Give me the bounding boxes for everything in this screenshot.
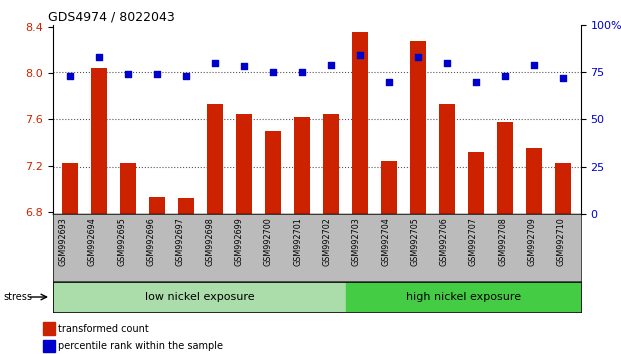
- Bar: [149, 197, 165, 214]
- Point: [442, 60, 452, 65]
- Point: [501, 73, 510, 79]
- Bar: [526, 148, 542, 214]
- Bar: [410, 41, 426, 214]
- Bar: [43, 340, 55, 352]
- Bar: [207, 104, 223, 214]
- Text: GSM992709: GSM992709: [528, 217, 537, 267]
- Bar: [43, 322, 55, 335]
- Bar: [468, 152, 484, 214]
- Point: [471, 79, 481, 84]
- Bar: [381, 161, 397, 214]
- Text: GSM992697: GSM992697: [176, 217, 185, 267]
- Bar: [53, 282, 346, 312]
- Point: [268, 69, 278, 75]
- Text: GSM992703: GSM992703: [351, 217, 361, 266]
- Point: [558, 75, 568, 81]
- Text: GSM992702: GSM992702: [322, 217, 332, 267]
- Point: [94, 54, 104, 60]
- Text: GSM992700: GSM992700: [264, 217, 273, 266]
- Text: GSM992708: GSM992708: [498, 217, 507, 266]
- Bar: [346, 282, 581, 312]
- Text: GSM992695: GSM992695: [117, 217, 126, 267]
- Text: GSM992704: GSM992704: [381, 217, 390, 266]
- Text: GSM992696: GSM992696: [147, 217, 155, 266]
- Text: high nickel exposure: high nickel exposure: [406, 292, 521, 302]
- Bar: [324, 114, 339, 214]
- Point: [123, 71, 133, 77]
- Point: [413, 54, 423, 60]
- Text: low nickel exposure: low nickel exposure: [145, 292, 254, 302]
- Text: GSM992710: GSM992710: [557, 217, 566, 266]
- Text: GSM992706: GSM992706: [440, 217, 448, 266]
- Point: [355, 52, 365, 58]
- Bar: [555, 163, 571, 214]
- Text: transformed count: transformed count: [58, 324, 149, 333]
- Text: GSM992701: GSM992701: [293, 217, 302, 266]
- Text: GSM992698: GSM992698: [205, 217, 214, 266]
- Point: [65, 73, 75, 79]
- Bar: [62, 163, 78, 214]
- Text: GDS4974 / 8022043: GDS4974 / 8022043: [47, 11, 175, 24]
- Bar: [120, 163, 136, 214]
- Text: GSM992707: GSM992707: [469, 217, 478, 267]
- Point: [211, 60, 220, 65]
- Bar: [236, 114, 252, 214]
- Text: GSM992693: GSM992693: [58, 217, 68, 266]
- Text: percentile rank within the sample: percentile rank within the sample: [58, 341, 224, 351]
- Bar: [265, 131, 281, 214]
- Bar: [497, 122, 513, 214]
- Text: GSM992699: GSM992699: [234, 217, 243, 267]
- Bar: [294, 117, 310, 214]
- Point: [384, 79, 394, 84]
- Point: [239, 64, 249, 69]
- Point: [297, 69, 307, 75]
- Bar: [91, 68, 107, 214]
- Bar: [439, 104, 455, 214]
- Point: [152, 71, 162, 77]
- Text: GSM992694: GSM992694: [88, 217, 97, 266]
- Bar: [178, 198, 194, 214]
- Point: [181, 73, 191, 79]
- Text: stress: stress: [3, 292, 32, 302]
- Text: GSM992705: GSM992705: [410, 217, 419, 267]
- Bar: [352, 32, 368, 214]
- Point: [529, 62, 539, 67]
- Point: [326, 62, 336, 67]
